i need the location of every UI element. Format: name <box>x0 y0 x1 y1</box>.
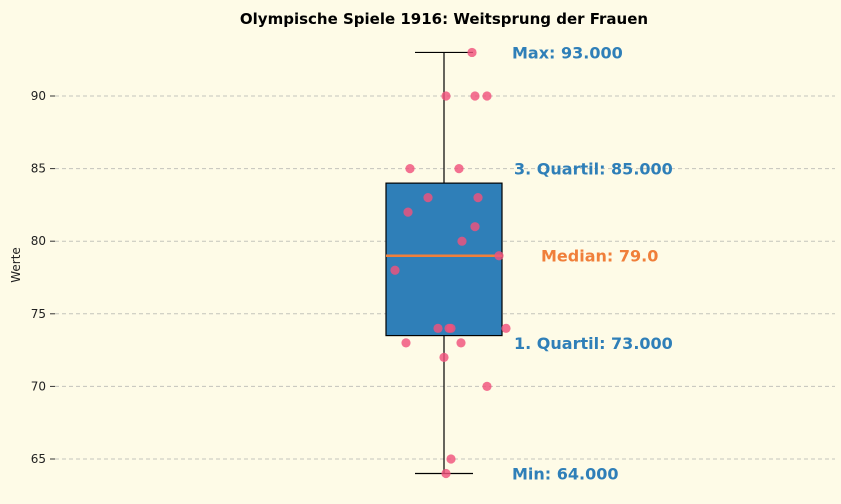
y-tick-label: 80 <box>31 234 46 248</box>
annotation-min: Min: 64.000 <box>512 465 619 484</box>
data-point <box>454 164 464 174</box>
iqr-box <box>385 182 503 337</box>
data-point <box>401 338 411 348</box>
data-point <box>446 454 456 464</box>
data-point <box>501 323 511 333</box>
annotation-median: Median: 79.0 <box>541 247 658 266</box>
data-point <box>456 338 466 348</box>
grid-lines <box>55 95 835 460</box>
data-point <box>473 193 483 203</box>
data-point <box>494 251 504 261</box>
data-point <box>441 468 451 479</box>
data-point <box>441 91 451 101</box>
y-axis-label: Werte <box>9 247 23 283</box>
y-tick-label: 85 <box>31 162 46 176</box>
y-tick-label: 75 <box>31 307 46 321</box>
data-points <box>390 47 511 479</box>
y-tick-label: 65 <box>31 452 46 466</box>
data-point <box>467 47 477 58</box>
annotation-max: Max: 93.000 <box>512 43 623 62</box>
data-point <box>482 91 492 101</box>
y-tick-label: 70 <box>31 379 46 393</box>
data-point <box>470 91 480 101</box>
data-point <box>482 381 492 391</box>
data-point <box>439 352 449 362</box>
y-tick-label: 90 <box>31 89 46 103</box>
y-axis-ticks: 65 70 75 80 85 90 <box>31 89 55 466</box>
data-point <box>390 265 400 275</box>
data-point <box>403 207 413 217</box>
data-point <box>446 323 456 333</box>
data-point <box>405 164 415 174</box>
box-plot <box>385 51 503 475</box>
annotation-q3: 3. Quartil: 85.000 <box>514 160 673 179</box>
data-point <box>423 193 433 203</box>
annotation-q1: 1. Quartil: 73.000 <box>514 334 673 353</box>
data-point <box>457 236 467 246</box>
annotations: Max: 93.000 3. Quartil: 85.000 Median: 79.… <box>512 43 673 483</box>
data-point <box>433 323 443 333</box>
data-point <box>470 222 480 232</box>
chart-title: Olympische Spiele 1916: Weitsprung der F… <box>240 10 648 28</box>
